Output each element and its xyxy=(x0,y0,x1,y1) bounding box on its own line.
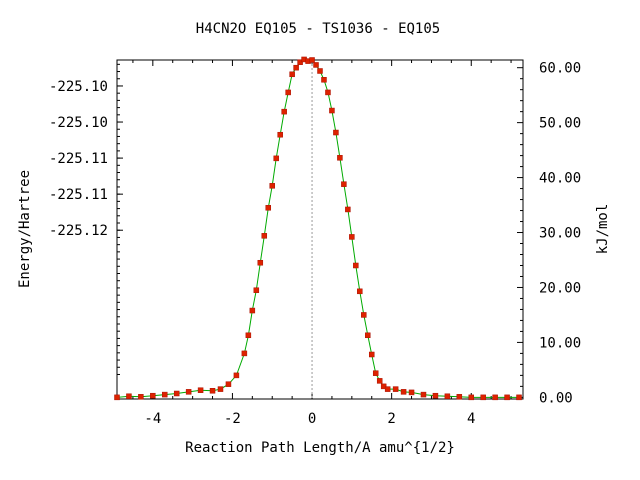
data-point xyxy=(456,394,463,400)
data-point xyxy=(150,392,156,399)
data-point xyxy=(361,312,367,318)
energy-profile-line xyxy=(116,58,519,398)
data-point xyxy=(432,392,439,399)
data-point xyxy=(492,394,498,401)
y-right-tick-label: 30.00 xyxy=(539,226,581,242)
data-point xyxy=(368,351,375,358)
data-point xyxy=(349,234,355,240)
data-point xyxy=(329,107,335,114)
data-point xyxy=(400,389,407,395)
data-point xyxy=(444,393,451,400)
x-tick-label: -2 xyxy=(224,411,241,427)
y-axis-right-label: kJ/mol xyxy=(595,204,611,255)
data-point xyxy=(293,64,299,71)
data-point xyxy=(357,288,363,295)
data-point xyxy=(309,57,315,63)
data-point xyxy=(353,262,359,269)
y-right-tick-label: 0.00 xyxy=(539,390,573,406)
data-point xyxy=(245,332,252,339)
y-right-tick-label: 60.00 xyxy=(539,61,581,77)
data-point xyxy=(321,77,327,83)
data-point xyxy=(253,287,260,293)
x-axis-label: Reaction Path Length/A amu^{1/2} xyxy=(185,440,455,456)
y-left-tick-label: -225.11 xyxy=(49,151,108,167)
data-point xyxy=(372,370,379,376)
data-point xyxy=(289,71,295,78)
data-point xyxy=(384,386,391,392)
data-point xyxy=(504,394,510,401)
y-left-tick-label: -225.11 xyxy=(49,187,108,203)
plot-frame xyxy=(116,59,524,400)
data-point xyxy=(265,205,272,211)
data-point xyxy=(516,394,522,401)
x-tick-label: 0 xyxy=(308,411,316,427)
data-point xyxy=(392,386,399,392)
chart-title: H4CN2O EQ105 - TS1036 - EQ105 xyxy=(196,21,440,37)
data-point xyxy=(273,155,279,162)
data-point xyxy=(185,389,192,395)
y-right-tick-label: 10.00 xyxy=(539,335,581,351)
data-point xyxy=(114,394,120,401)
data-point xyxy=(325,89,331,96)
data-point xyxy=(249,307,256,314)
data-point xyxy=(333,129,339,136)
data-point xyxy=(341,181,347,187)
y-right-tick-label: 20.00 xyxy=(539,280,581,296)
y-right-tick-label: 50.00 xyxy=(539,116,581,132)
data-point xyxy=(277,131,283,138)
data-point xyxy=(376,378,383,384)
data-point xyxy=(317,68,323,74)
data-point xyxy=(480,394,486,401)
y-left-tick-label: -225.10 xyxy=(49,79,108,95)
y-axis-left-label: Energy/Hartree xyxy=(17,170,33,288)
data-point xyxy=(285,89,291,96)
data-point xyxy=(408,389,415,396)
ticks-layer xyxy=(117,60,523,399)
data-point xyxy=(162,391,168,398)
x-tick-label: 4 xyxy=(467,411,475,427)
data-point xyxy=(365,332,371,339)
data-point xyxy=(126,393,132,400)
data-point xyxy=(197,387,204,393)
data-point xyxy=(313,62,319,68)
energy-points-layer xyxy=(114,56,522,401)
data-point xyxy=(225,381,232,387)
y-left-tick-label: -225.12 xyxy=(49,223,108,239)
data-point xyxy=(217,386,224,392)
data-point xyxy=(257,259,264,266)
x-tick-label: 2 xyxy=(387,411,395,427)
data-point xyxy=(173,390,180,397)
data-point xyxy=(138,394,144,400)
data-point xyxy=(468,394,475,401)
data-point xyxy=(345,206,351,213)
y-left-tick-label: -225.10 xyxy=(49,115,108,131)
data-point xyxy=(269,183,275,189)
data-point xyxy=(420,391,427,398)
data-point xyxy=(209,388,216,394)
data-point xyxy=(233,372,240,379)
data-point xyxy=(337,155,343,161)
data-point xyxy=(241,350,248,357)
data-point xyxy=(281,108,287,115)
data-point xyxy=(261,233,268,239)
y-right-tick-label: 40.00 xyxy=(539,171,581,187)
x-tick-label: -4 xyxy=(144,411,161,427)
tick-labels-layer: -4 -2 0 2 4 -225.10 -225.10 -225.11 -225.11 -225.… xyxy=(49,61,581,427)
